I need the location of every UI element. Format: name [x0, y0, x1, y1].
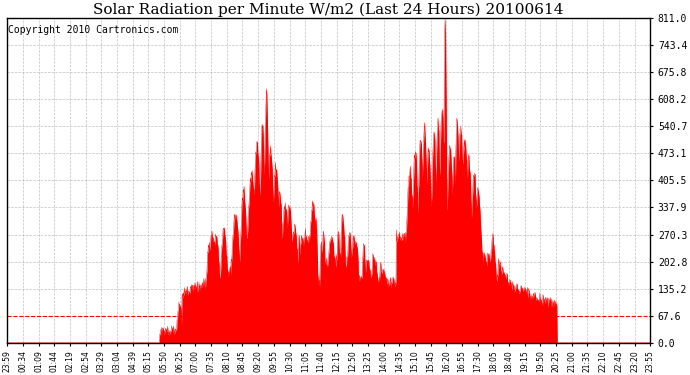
Title: Solar Radiation per Minute W/m2 (Last 24 Hours) 20100614: Solar Radiation per Minute W/m2 (Last 24…	[93, 3, 564, 17]
Text: Copyright 2010 Cartronics.com: Copyright 2010 Cartronics.com	[8, 25, 178, 35]
